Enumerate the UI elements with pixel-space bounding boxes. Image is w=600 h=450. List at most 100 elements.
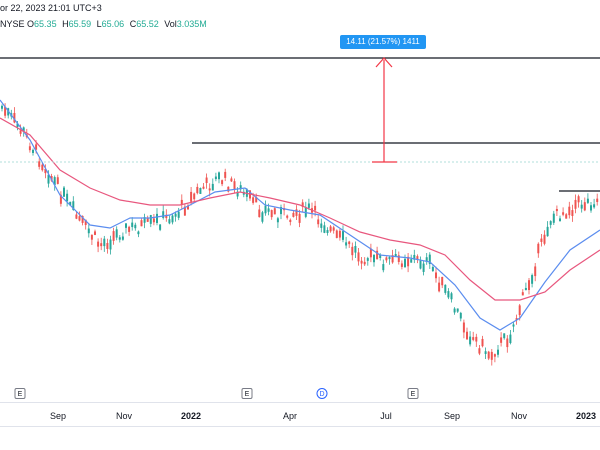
time-axis-label: 2022 xyxy=(180,411,202,421)
candle-body xyxy=(227,186,230,192)
candle-body xyxy=(382,264,385,271)
candle-body xyxy=(555,208,558,212)
price-range-measure-label[interactable]: 14.11 (21.57%) 1411 xyxy=(340,35,426,49)
ohlc-low-key: L xyxy=(96,19,102,29)
candle-body xyxy=(16,123,19,127)
candle-body xyxy=(44,168,47,174)
candle-body xyxy=(137,231,140,235)
ohlc-legend: NYSE O65.35 H65.59 L65.06 C65.52 Vol3.03… xyxy=(0,16,210,32)
candle-body xyxy=(568,206,571,216)
candle-body xyxy=(87,228,90,234)
chart-title: or 22, 2023 21:01 UTC+3 xyxy=(0,0,600,18)
earnings-marker[interactable]: E xyxy=(241,388,253,399)
ohlc-high-key: H xyxy=(62,19,69,29)
candle-body xyxy=(143,217,146,223)
candle-body xyxy=(103,238,106,247)
candle-body xyxy=(152,218,155,223)
candle-body xyxy=(97,241,100,247)
candle-body xyxy=(211,183,214,191)
candle-body xyxy=(506,338,509,348)
candle-body xyxy=(472,337,475,340)
measure-arrow[interactable] xyxy=(372,57,397,163)
candle-body xyxy=(273,208,276,215)
candle-body xyxy=(453,308,456,313)
exchange-label: NYSE xyxy=(0,19,25,29)
candle-body xyxy=(35,144,38,150)
candle-body xyxy=(75,214,78,219)
candle-body xyxy=(503,333,506,339)
candle-body xyxy=(196,186,199,194)
candle-body xyxy=(431,266,434,272)
time-axis-label: Sep xyxy=(443,411,461,421)
candle-body xyxy=(32,149,34,153)
candle-body xyxy=(292,212,295,217)
candle-body xyxy=(537,243,540,254)
candle-body xyxy=(348,241,351,245)
candle-body xyxy=(301,202,304,207)
candle-body xyxy=(314,205,317,211)
earnings-marker[interactable]: E xyxy=(407,388,419,399)
candle-body xyxy=(78,216,81,221)
candle-body xyxy=(218,172,220,180)
candle-body xyxy=(165,214,168,219)
candle-body xyxy=(447,291,450,298)
candle-body xyxy=(233,181,236,190)
earnings-marker[interactable]: E xyxy=(14,388,26,399)
time-axis-label: Sep xyxy=(49,411,67,421)
candle-body xyxy=(428,254,431,265)
bottom-divider xyxy=(0,426,600,427)
volume-key: Vol xyxy=(164,19,177,29)
candle-body xyxy=(469,336,472,345)
volume-value: 3.035M xyxy=(176,19,207,29)
candle-body xyxy=(500,337,503,343)
candle-body xyxy=(335,230,338,238)
candle-body xyxy=(193,193,196,200)
candle-body xyxy=(462,322,465,333)
candle-body xyxy=(376,250,379,260)
candle-body xyxy=(586,198,589,203)
ohlc-low-value: 65.06 xyxy=(101,19,125,29)
candle-body xyxy=(112,231,115,241)
candle-body xyxy=(574,199,577,209)
ohlc-close-key: C xyxy=(129,19,137,29)
candle-body xyxy=(596,198,599,202)
candle-body xyxy=(134,224,137,229)
candle-body xyxy=(552,213,555,223)
candle-body xyxy=(50,176,53,181)
candle-body xyxy=(146,218,149,222)
candle-body xyxy=(28,146,31,151)
candle-body xyxy=(214,176,217,180)
candle-body xyxy=(583,202,586,211)
dividend-marker[interactable]: D xyxy=(316,388,328,399)
candle-body xyxy=(121,236,124,240)
candle-body xyxy=(559,218,561,221)
candle-body xyxy=(528,280,530,291)
candle-body xyxy=(4,106,7,116)
candle-body xyxy=(342,231,344,240)
candle-body xyxy=(252,197,255,203)
candle-body xyxy=(444,284,447,293)
time-axis[interactable]: Sep Nov 2022 Apr Jul Sep Nov 2023 xyxy=(0,402,600,427)
candle-body xyxy=(258,209,261,218)
candle-body xyxy=(100,243,103,247)
candle-body xyxy=(481,338,484,347)
candle-body xyxy=(394,253,397,257)
candle-body xyxy=(106,242,109,249)
candle-body xyxy=(69,201,72,206)
candle-body xyxy=(397,255,400,262)
candle-body xyxy=(497,349,499,355)
candle-body xyxy=(280,207,282,215)
candle-body xyxy=(205,177,208,184)
ohlc-open-value: 65.35 xyxy=(34,19,57,29)
candle-body xyxy=(435,272,437,279)
candle-body xyxy=(565,214,568,219)
candle-body xyxy=(304,207,307,217)
candle-body xyxy=(422,263,425,272)
candle-body xyxy=(84,219,87,226)
candle-body xyxy=(190,191,193,202)
candle-body xyxy=(286,215,289,218)
candle-body xyxy=(450,293,453,300)
candle-body xyxy=(199,188,202,194)
